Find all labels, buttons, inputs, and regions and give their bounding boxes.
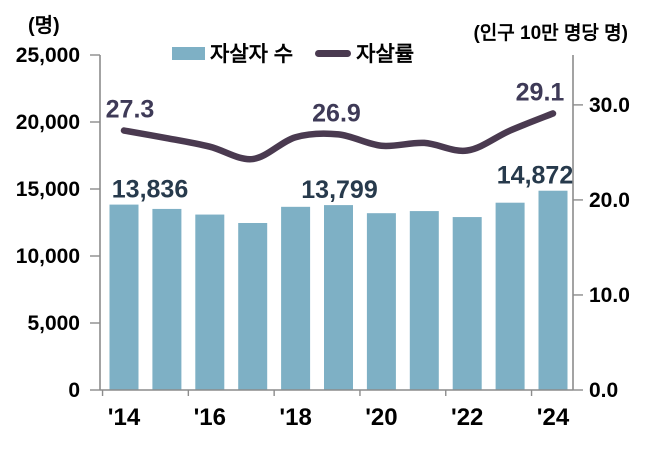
x-axis-tick-label: '22 — [451, 404, 483, 431]
left-axis-tick-label: 25,000 — [16, 44, 80, 67]
bar-'18 — [281, 206, 311, 390]
bar-'20 — [366, 213, 396, 390]
x-axis-tick-label: '18 — [279, 404, 311, 431]
legend-item-suicide-count: 자살자 수 — [172, 38, 293, 68]
legend-label-suicide-count: 자살자 수 — [210, 43, 294, 66]
right-axis-tick-label: 10.0 — [589, 284, 630, 307]
bar-value-label: 13,799 — [301, 176, 377, 204]
bar-'24 — [538, 190, 568, 390]
bar-'17 — [238, 222, 268, 390]
left-axis-tick-label: 0 — [68, 379, 80, 402]
rate-value-label: 27.3 — [106, 96, 155, 124]
right-axis-tick-label: 0.0 — [589, 379, 618, 402]
left-axis-tick-label: 10,000 — [16, 245, 80, 268]
bar-'16 — [195, 214, 225, 390]
rate-value-label: 29.1 — [516, 78, 565, 106]
bar-'19 — [324, 205, 353, 390]
left-axis-tick-label: 20,000 — [16, 111, 80, 134]
bar-value-label: 14,872 — [497, 162, 573, 190]
right-axis-tick-label: 30.0 — [589, 94, 630, 117]
bar-'14 — [109, 204, 139, 390]
chart-legend: 자살자 수 자살률 — [172, 38, 414, 68]
left-axis-tick-label: 5,000 — [27, 312, 80, 335]
bar-'22 — [452, 217, 482, 390]
line-series-swatch-icon — [315, 49, 352, 57]
left-axis-unit-label: (명) — [28, 15, 60, 37]
suicide-rate-line — [120, 110, 557, 163]
legend-item-suicide-rate: 자살률 — [315, 38, 414, 68]
legend-label-suicide-rate: 자살률 — [356, 43, 415, 66]
left-axis-tick-label: 15,000 — [16, 178, 80, 201]
bar-'23 — [495, 202, 525, 390]
right-axis-unit-label: (인구 10만 명당 명) — [473, 23, 628, 44]
bar-value-label: 13,836 — [112, 176, 188, 204]
x-axis-tick-label: '24 — [537, 404, 570, 431]
bar-'21 — [409, 211, 439, 390]
rate-value-label: 26.9 — [312, 99, 361, 127]
bar-'15 — [152, 208, 182, 390]
x-axis-tick-label: '16 — [194, 404, 226, 431]
x-axis-tick-label: '20 — [365, 404, 397, 431]
bar-series-swatch-icon — [172, 46, 205, 60]
x-axis-tick-label: '14 — [108, 404, 141, 431]
right-axis-tick-label: 20.0 — [589, 189, 630, 212]
